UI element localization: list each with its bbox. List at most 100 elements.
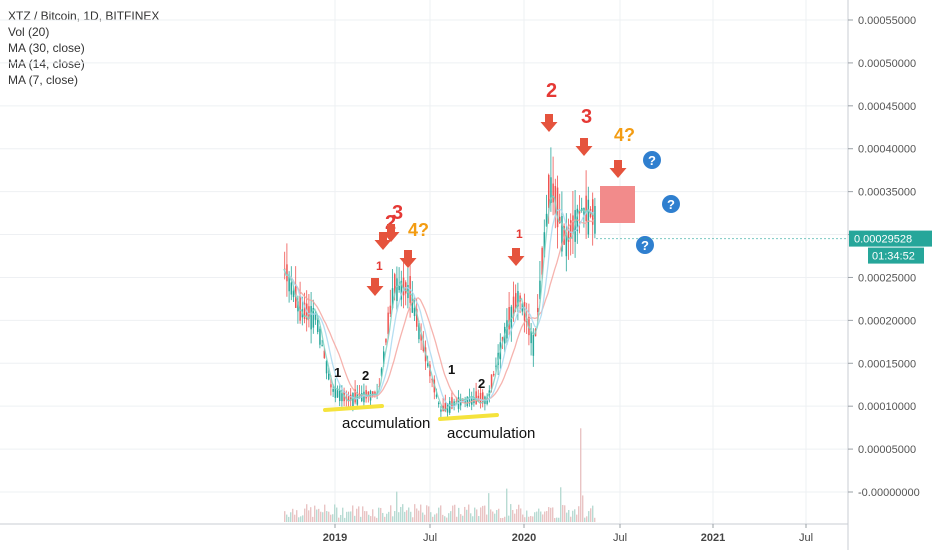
volume-bar (394, 511, 396, 522)
volume-bar (592, 505, 594, 522)
wave-number-black: 2 (362, 368, 369, 383)
target-zone-box[interactable] (600, 186, 635, 223)
volume-bar (396, 491, 398, 522)
volume-bar (572, 510, 574, 522)
volume-bar (298, 517, 300, 522)
volume-bar (564, 505, 566, 522)
volume-bar (402, 504, 404, 522)
volume-bar (520, 508, 522, 522)
candle-body (449, 401, 451, 413)
volume-bar (514, 513, 516, 522)
volume-bar (372, 509, 374, 522)
candle-body (396, 278, 398, 302)
volume-bar (454, 504, 456, 522)
volume-bar (294, 514, 296, 522)
time-tick-label: 2019 (323, 532, 347, 544)
candle-body (548, 174, 550, 208)
candle-body (350, 394, 352, 401)
candle-body (319, 328, 321, 345)
candle-body (490, 374, 493, 389)
volume-bar (496, 510, 498, 522)
volume-bar (522, 514, 524, 522)
volume-bar (540, 511, 542, 522)
volume-bar (302, 515, 304, 522)
accumulation-label: accumulation (447, 425, 535, 442)
volume-bar (464, 506, 466, 522)
volume-bar (468, 504, 470, 522)
volume-bar (336, 507, 338, 522)
wave-number-red: 2 (546, 80, 557, 102)
price-tick-label: -0.00000000 (858, 487, 920, 499)
volume-bar (458, 507, 460, 522)
wave-number-red: 2 (385, 212, 396, 234)
volume-bar (350, 511, 352, 522)
volume-bar (308, 510, 310, 522)
volume-bar (518, 504, 520, 522)
volume-bar (566, 512, 568, 522)
volume-bar (348, 511, 350, 522)
volume-bar (554, 517, 556, 522)
candle-body (556, 187, 559, 228)
candle-body (310, 306, 312, 330)
volume-bar (558, 517, 560, 522)
volume-bar (476, 509, 478, 522)
volume-bar (304, 508, 306, 522)
volume-bar (588, 511, 590, 522)
indicator-ma14[interactable]: MA (14, close) (8, 57, 85, 71)
candle-body (314, 313, 317, 320)
accumulation-line-1 (323, 404, 384, 412)
candle-body (418, 323, 420, 340)
candle-body (334, 387, 337, 398)
candle-body (495, 365, 497, 367)
volume-bar (446, 517, 448, 522)
down-arrow (507, 248, 525, 266)
candle-body (512, 296, 515, 317)
volume-bar (532, 516, 534, 522)
countdown-label: 01:34:52 (872, 251, 915, 263)
candle-body (550, 177, 552, 203)
volume-bar (430, 512, 432, 522)
down-arrow (382, 224, 400, 242)
indicator-vol[interactable]: Vol (20) (8, 25, 50, 39)
candle-body (394, 274, 396, 294)
volume-bar (568, 509, 570, 522)
candle-body (552, 183, 554, 203)
volume-bar (438, 507, 440, 522)
volume-bar (570, 516, 572, 522)
volume-bar (286, 514, 288, 522)
volume-bar (424, 514, 426, 522)
price-tick-label: 0.00045000 (858, 101, 916, 113)
wave-number-red: 3 (581, 106, 592, 128)
volume-bar (508, 515, 510, 522)
volume-bar (400, 506, 402, 522)
candle-body (330, 384, 332, 388)
volume-bar (312, 516, 314, 522)
down-arrow (575, 138, 593, 156)
candle-body (493, 373, 495, 376)
countdown-badge (868, 247, 924, 264)
volume-bar (444, 516, 446, 522)
volume-bar (498, 508, 500, 522)
down-arrow (399, 250, 417, 268)
candle-body (323, 350, 326, 359)
price-tick-label: 0.00035000 (858, 187, 916, 199)
candle-body (427, 362, 429, 366)
volume-bar (482, 505, 484, 522)
candle-body (341, 392, 343, 402)
candle-body (468, 397, 471, 404)
candle-body (288, 274, 290, 292)
candle-body (402, 277, 405, 296)
question-mark: ? (648, 153, 656, 168)
candle-body (336, 390, 339, 398)
indicator-ma7[interactable]: MA (7, close) (8, 73, 79, 87)
candle-body (352, 393, 354, 407)
indicator-ma30[interactable]: MA (30, close) (8, 41, 85, 55)
wave-four-label: 4? (614, 125, 635, 145)
volume-bar (406, 510, 408, 522)
candle-body (537, 308, 539, 313)
volume-bar (486, 514, 488, 522)
candle-body (416, 308, 418, 327)
last-price-label: 0.00029528 (854, 234, 912, 246)
volume-bar (470, 513, 472, 522)
